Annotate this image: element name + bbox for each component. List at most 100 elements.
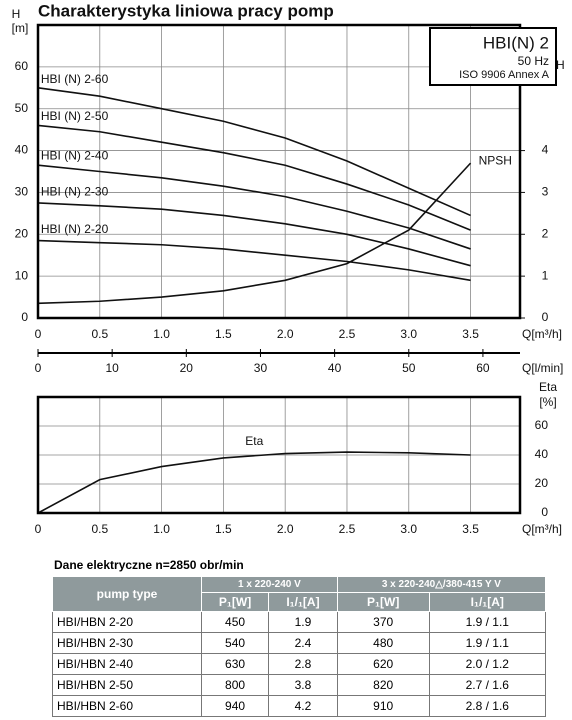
table-cell: HBI/HBN 2-40 [52, 653, 202, 675]
x-tick-label: 0 [35, 522, 42, 536]
page-title: Charakterystyka liniowa pracy pomp [38, 1, 334, 20]
plot-frame [36, 23, 522, 320]
table-cell: HBI/HBN 2-20 [52, 611, 202, 633]
table-body: HBI/HBN 2-20 450 1.9 370 1.9 / 1.1 HBI/HBN 2-… [52, 611, 547, 717]
y-tick-label: 50 [15, 101, 29, 115]
x2-axis-title: Q[l/min] [522, 361, 563, 375]
y2-tick-label: 0 [542, 310, 549, 324]
x-tick-label: 3.5 [462, 522, 479, 536]
y2-tick-label: 2 [542, 226, 549, 240]
y2-tick-label: 4 [542, 143, 549, 157]
table-cell: 910 [336, 695, 430, 717]
table-cell: HBI/HBN 2-30 [52, 632, 202, 654]
series-label: HBI (N) 2-40 [41, 149, 109, 163]
table-cell: 2.8 [268, 653, 338, 675]
table-cell: 630 [200, 653, 270, 675]
y-axis-title: H [12, 7, 21, 21]
y2-tick-label: 3 [542, 185, 549, 199]
x-tick-label: 2.0 [277, 327, 294, 341]
table: pump type 1 x 220-240 V 3 x 220-240△/380… [52, 576, 547, 717]
series-line [37, 164, 471, 250]
x-tick-label: 3.0 [400, 522, 417, 536]
header-cell: I₁/₁[A] [428, 592, 547, 612]
x-tick-label: 0 [35, 327, 42, 341]
annotation-text: HBI(N) 2 [483, 33, 549, 52]
y-axis-title: Eta [539, 380, 557, 394]
series-label: HBI (N) 2-20 [41, 222, 109, 236]
y-tick-label: 0 [541, 505, 548, 519]
series-label: NPSH [479, 153, 512, 167]
x-tick-label: 1.0 [153, 327, 170, 341]
table-row: HBI/HBN 2-60 940 4.2 910 2.8 / 1.6 [52, 695, 547, 717]
x2-tick-label: 60 [476, 361, 490, 375]
electrical-data: Dane elektryczne n=2850 obr/min pump typ… [52, 558, 547, 717]
table-cell: 370 [336, 611, 430, 633]
table-cell: HBI/HBN 2-50 [52, 674, 202, 696]
table-row: HBI/HBN 2-20 450 1.9 370 1.9 / 1.1 [52, 611, 547, 633]
x-tick-label: 2.5 [339, 327, 356, 341]
series-line [37, 162, 472, 305]
header-cell: P₁[W] [200, 592, 270, 612]
table-row: HBI/HBN 2-50 800 3.8 820 2.7 / 1.6 [52, 674, 547, 696]
y-tick-label: 60 [15, 59, 29, 73]
table-cell: 3.8 [268, 674, 338, 696]
series-line [37, 451, 471, 514]
x-axis-title: Q[m³/h] [522, 522, 562, 536]
table-cell: 2.4 [268, 632, 338, 654]
x2-tick-label: 30 [254, 361, 268, 375]
x-tick-label: 1.0 [153, 522, 170, 536]
table-cell: 450 [200, 611, 270, 633]
plot-frame [36, 395, 522, 515]
annotation-box [429, 27, 557, 86]
x-tick-label: 2.0 [277, 522, 294, 536]
x-tick-label: 3.5 [462, 327, 479, 341]
table-cell: 2.7 / 1.6 [428, 674, 547, 696]
header-cell: 1 x 220-240 V [201, 576, 338, 593]
series-label: Eta [245, 434, 263, 448]
table-cell: 540 [200, 632, 270, 654]
x2-tick-label: 10 [105, 361, 119, 375]
header-cell: pump type [52, 576, 202, 612]
y-tick-label: 0 [21, 310, 28, 324]
header-cell: I₁/₁[A] [268, 592, 338, 612]
series-line [37, 86, 471, 217]
y-tick-label: 60 [535, 418, 549, 432]
header-cell: P₁[W] [336, 592, 430, 612]
y2-tick-label: 1 [542, 268, 549, 282]
y-tick-label: 30 [15, 185, 29, 199]
y-axis-unit: [%] [539, 395, 556, 409]
x-tick-label: 2.5 [339, 522, 356, 536]
table-cell: 1.9 / 1.1 [428, 632, 547, 654]
x-tick-label: 1.5 [215, 327, 232, 341]
x-tick-label: 0.5 [91, 327, 108, 341]
table-row: HBI/HBN 2-30 540 2.4 480 1.9 / 1.1 [52, 632, 547, 654]
table-cell: 1.9 / 1.1 [428, 611, 547, 633]
y-tick-label: 10 [15, 268, 29, 282]
x2-tick-label: 50 [402, 361, 416, 375]
table-cell: 620 [336, 653, 430, 675]
table-cell: 2.0 / 1.2 [428, 653, 547, 675]
y-tick-label: 40 [535, 447, 549, 461]
table-cell: 4.2 [268, 695, 338, 717]
table-cell: HBI/HBN 2-60 [52, 695, 202, 717]
annotation-text: ISO 9906 Annex A [459, 69, 550, 81]
table-cell: 820 [336, 674, 430, 696]
x-tick-label: 1.5 [215, 522, 232, 536]
table-cell: 480 [336, 632, 430, 654]
y-tick-label: 20 [15, 226, 29, 240]
series-line [37, 239, 471, 282]
y-tick-label: 40 [15, 143, 29, 157]
y-tick-label: 20 [535, 476, 549, 490]
table-title: Dane elektryczne n=2850 obr/min [54, 558, 244, 572]
table-cell: 1.9 [268, 611, 338, 633]
x-axis-title: Q[m³/h] [522, 327, 562, 341]
series-line [37, 124, 471, 231]
x2-tick-label: 0 [35, 361, 42, 375]
table-cell: 2.8 / 1.6 [428, 695, 547, 717]
x-tick-label: 3.0 [400, 327, 417, 341]
x-tick-label: 0.5 [91, 522, 108, 536]
series-label: HBI (N) 2-60 [41, 72, 109, 86]
table-cell: 800 [200, 674, 270, 696]
x2-tick-label: 20 [180, 361, 194, 375]
